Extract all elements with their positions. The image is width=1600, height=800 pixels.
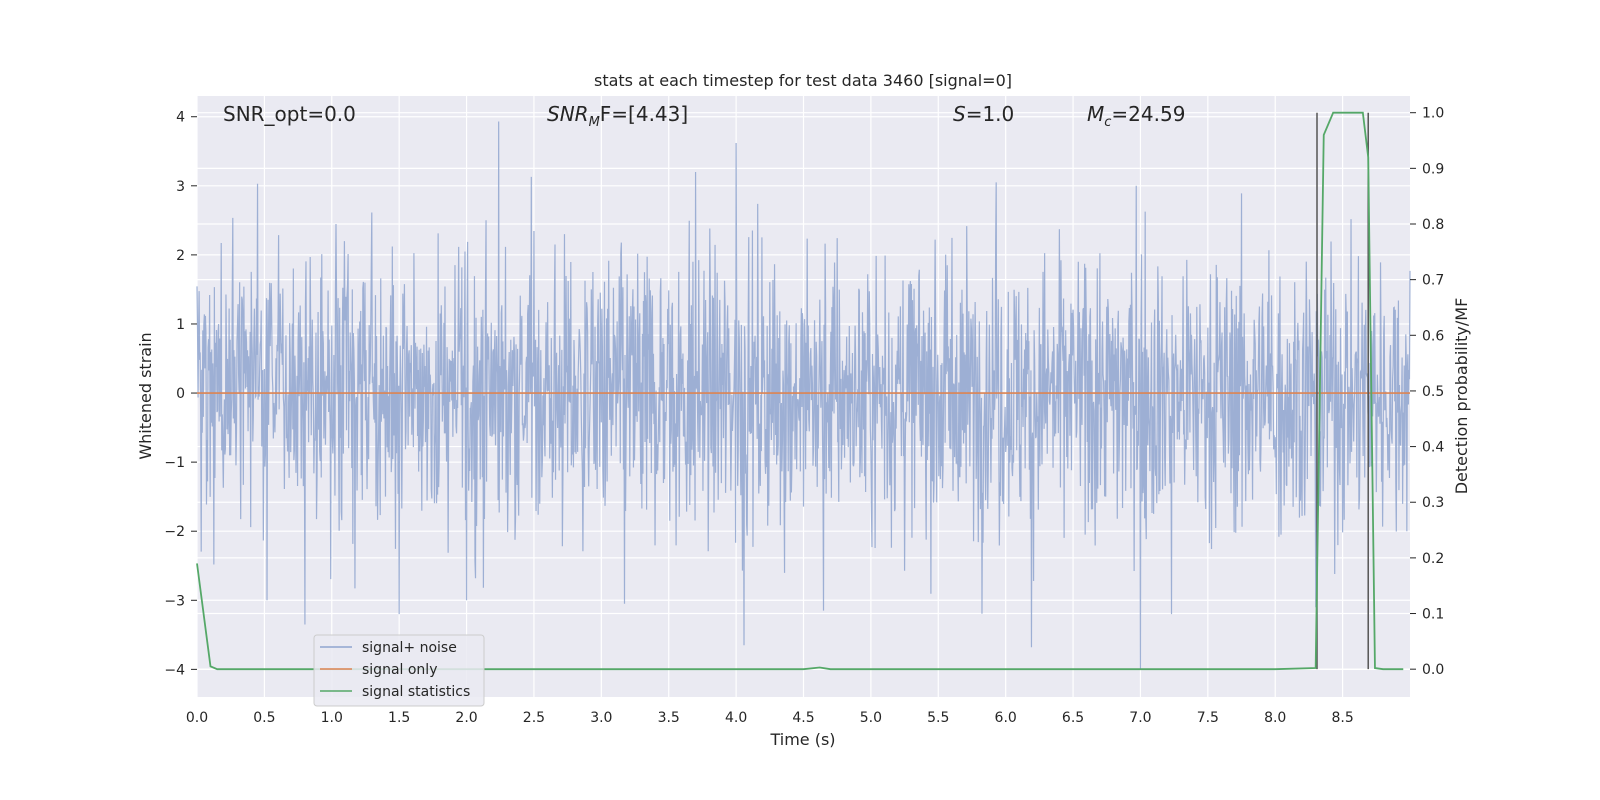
- x-axis-label: Time (s): [769, 730, 835, 749]
- x-tick-label: 5.5: [927, 710, 949, 726]
- x-tick-label: 8.5: [1331, 710, 1353, 726]
- snr-mf-value: F=[4.43]: [600, 102, 688, 126]
- y2-tick-label: 0.9: [1422, 161, 1444, 177]
- y-tick-label: −2: [164, 524, 185, 540]
- s-annotation: S=1.0: [953, 102, 1014, 126]
- x-tick-label: 6.0: [995, 710, 1017, 726]
- y2-tick-label: 0.3: [1422, 495, 1444, 511]
- y-tick-label: −1: [164, 455, 185, 471]
- chart-title: stats at each timestep for test data 346…: [594, 71, 1012, 90]
- x-tick-label: 0.0: [186, 710, 208, 726]
- signal-noise-line: [196, 121, 1411, 670]
- x-tick-label: 7.0: [1129, 710, 1151, 726]
- y2-tick-label: 0.8: [1422, 217, 1444, 233]
- y2-axis-ticks: 1.0 0.9 0.8 0.7 0.6 0.5 0.4 0.3 0.2 0.1 0.0: [1410, 106, 1444, 678]
- snr-mf-annotation: SNRMF=[4.43]: [547, 102, 688, 130]
- y2-tick-label: 0.1: [1422, 607, 1444, 623]
- y-tick-label: 1: [176, 317, 185, 333]
- snr-mf-base: SNR: [547, 102, 589, 126]
- x-tick-label: 4.5: [792, 710, 814, 726]
- signal-noise-series: [196, 121, 1411, 670]
- y-axis-label: Whitened strain: [136, 332, 155, 459]
- legend-label-signal-noise: signal+ noise: [362, 640, 457, 656]
- mc-subscript: c: [1104, 115, 1111, 130]
- x-tick-label: 0.5: [253, 710, 275, 726]
- y2-tick-label: 0.2: [1422, 551, 1444, 567]
- y2-tick-label: 0.6: [1422, 328, 1444, 344]
- mc-value: =24.59: [1111, 102, 1185, 126]
- x-tick-label: 4.0: [725, 710, 747, 726]
- x-tick-label: 5.0: [860, 710, 882, 726]
- y2-tick-label: 0.7: [1422, 273, 1444, 289]
- legend-label-signal-statistics: signal statistics: [362, 684, 470, 700]
- y2-tick-label: 1.0: [1422, 106, 1444, 122]
- y2-axis-label: Detection probability/MF: [1452, 298, 1471, 495]
- x-tick-label: 8.0: [1264, 710, 1286, 726]
- y-tick-label: 3: [176, 179, 185, 195]
- x-tick-label: 1.0: [321, 710, 343, 726]
- x-tick-label: 2.0: [455, 710, 477, 726]
- snr-opt-annotation: SNR_opt=0.0: [223, 102, 356, 126]
- x-tick-label: 2.5: [523, 710, 545, 726]
- y-tick-label: −3: [164, 593, 185, 609]
- x-tick-label: 3.5: [658, 710, 680, 726]
- mc-annotation: Mc=24.59: [1087, 102, 1185, 130]
- y-axis-ticks: 4 3 2 1 0 −1 −2 −3 −4: [164, 110, 197, 678]
- s-value: =1.0: [966, 102, 1015, 126]
- legend-box: [313, 634, 485, 707]
- x-tick-label: 7.5: [1197, 710, 1219, 726]
- legend: signal+ noise signal only signal statist…: [313, 634, 485, 707]
- y2-tick-label: 0.4: [1422, 440, 1444, 456]
- y-tick-label: 0: [176, 386, 185, 402]
- snr-mf-subscript: M: [589, 115, 600, 130]
- x-axis-ticks: 0.0 0.5 1.0 1.5 2.0 2.5 3.0 3.5 4.0 4.5 5.0 5.5 6.0 6…: [186, 710, 1354, 726]
- y-tick-label: 2: [176, 248, 185, 264]
- mc-variable: M: [1087, 102, 1104, 126]
- s-variable: S: [953, 102, 966, 126]
- legend-label-signal-only: signal only: [362, 662, 437, 678]
- y2-tick-label: 0.5: [1422, 384, 1444, 400]
- x-tick-label: 3.0: [590, 710, 612, 726]
- y2-tick-label: 0.0: [1422, 662, 1444, 678]
- y-tick-label: 4: [176, 110, 185, 126]
- x-tick-label: 6.5: [1062, 710, 1084, 726]
- y-tick-label: −4: [164, 662, 185, 678]
- x-tick-label: 1.5: [388, 710, 410, 726]
